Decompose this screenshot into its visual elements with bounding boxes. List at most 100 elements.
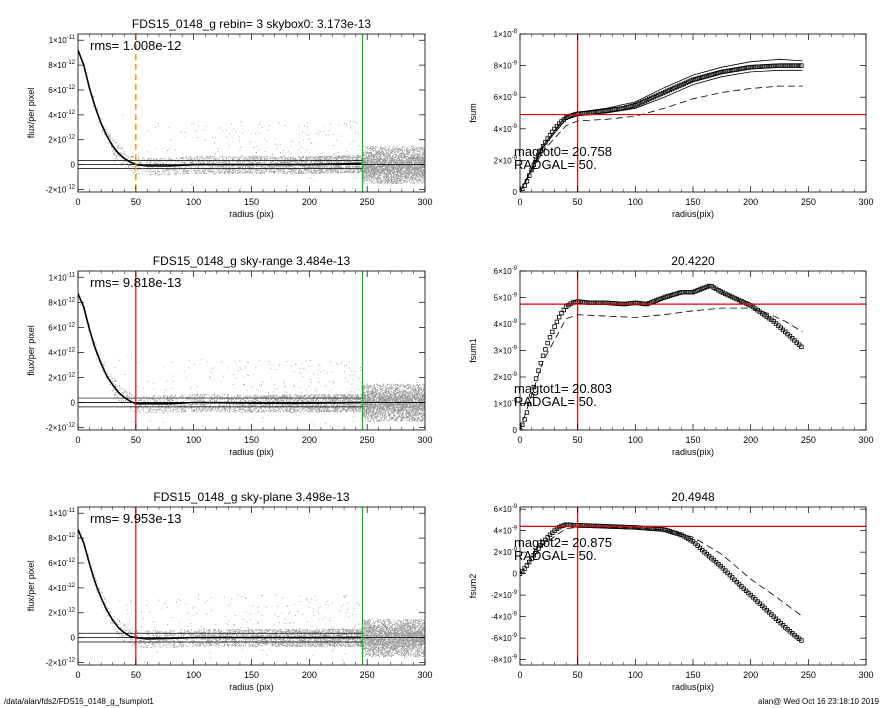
scatter-point [184, 169, 185, 170]
sky-point [409, 174, 411, 176]
scatter-point [322, 171, 324, 173]
sky-point [399, 172, 401, 174]
scatter-point [338, 165, 340, 167]
sky-point [400, 153, 402, 155]
scatter-point [409, 172, 411, 174]
scatter-point [214, 159, 216, 161]
scatter-point [232, 169, 234, 170]
scatter-point [250, 167, 251, 169]
scatter-point [411, 159, 413, 161]
scatter-point [419, 172, 421, 173]
scatter-point [329, 157, 331, 159]
scatter-point [193, 169, 195, 171]
scatter-point [347, 171, 349, 173]
scatter-point [299, 171, 301, 173]
scatter-point [380, 150, 382, 152]
scatter-point [290, 162, 292, 164]
scatter-point [226, 136, 227, 138]
scatter-point [387, 175, 389, 176]
scatter-point [381, 172, 383, 174]
scatter-point [155, 174, 157, 176]
scatter-point [376, 170, 378, 172]
scatter-point [149, 170, 151, 171]
scatter-point [315, 167, 317, 168]
scatter-point [156, 167, 158, 169]
scatter-point [276, 169, 278, 171]
scatter-point [289, 169, 291, 171]
scatter-point [256, 169, 258, 171]
sky-point [390, 181, 391, 183]
sky-point [412, 159, 414, 161]
sky-point [378, 159, 380, 161]
scatter-point [284, 162, 286, 163]
scatter-point [195, 169, 197, 171]
scatter-point [323, 131, 325, 132]
scatter-point [308, 159, 310, 161]
scatter-point [253, 158, 255, 160]
scatter-point [300, 170, 302, 172]
scatter-point [374, 156, 376, 157]
scatter-point [201, 157, 203, 159]
scatter-point [298, 126, 300, 128]
scatter-point [182, 157, 184, 159]
sky-point [395, 167, 397, 169]
scatter-point [289, 171, 291, 173]
sky-point [384, 160, 386, 162]
scatter-point [335, 161, 337, 163]
scatter-point [331, 169, 332, 170]
scatter-point [269, 169, 271, 171]
scatter-point [345, 167, 347, 169]
scatter-point [375, 147, 377, 148]
scatter-point [376, 156, 378, 158]
scatter-point [321, 155, 323, 157]
scatter-point [182, 158, 184, 160]
scatter-point [340, 156, 342, 157]
sky-point [401, 168, 403, 170]
scatter-point [296, 172, 298, 174]
scatter-point [157, 125, 159, 127]
scatter-point [293, 172, 295, 173]
scatter-point [328, 162, 330, 164]
scatter-point [316, 132, 318, 134]
scatter-point [251, 158, 253, 160]
scatter-point [190, 159, 192, 161]
scatter-point [197, 167, 198, 169]
scatter-point [230, 157, 232, 159]
scatter-point [360, 157, 362, 159]
scatter-point [236, 156, 238, 158]
scatter-point [337, 161, 339, 163]
scatter-point [401, 158, 403, 160]
scatter-point [353, 172, 355, 173]
scatter-point [392, 151, 394, 153]
scatter-point [138, 158, 140, 160]
scatter-point [314, 159, 316, 161]
scatter-point [320, 171, 322, 173]
scatter-point [350, 161, 352, 163]
scatter-point [415, 173, 417, 175]
scatter-point [154, 163, 156, 164]
scatter-point [400, 153, 402, 154]
scatter-point [327, 167, 329, 169]
scatter-point [198, 165, 200, 167]
scatter-point [224, 163, 226, 164]
scatter-point [230, 169, 232, 170]
scatter-point [140, 162, 142, 164]
scatter-point [280, 169, 281, 171]
scatter-point [358, 170, 359, 171]
scatter-point [377, 179, 379, 181]
scatter-point [275, 171, 277, 172]
scatter-point [379, 174, 381, 176]
scatter-point [209, 157, 210, 159]
scatter-point [344, 123, 345, 124]
scatter-point [155, 127, 156, 128]
scatter-point [392, 172, 393, 174]
scatter-point [159, 174, 161, 176]
scatter-point [237, 167, 239, 169]
scatter-point [313, 158, 315, 160]
scatter-point [284, 168, 285, 170]
scatter-point [159, 170, 161, 172]
scatter-point [199, 172, 201, 174]
scatter-point [355, 121, 357, 123]
scatter-point [242, 132, 243, 134]
scatter-point [381, 171, 382, 173]
